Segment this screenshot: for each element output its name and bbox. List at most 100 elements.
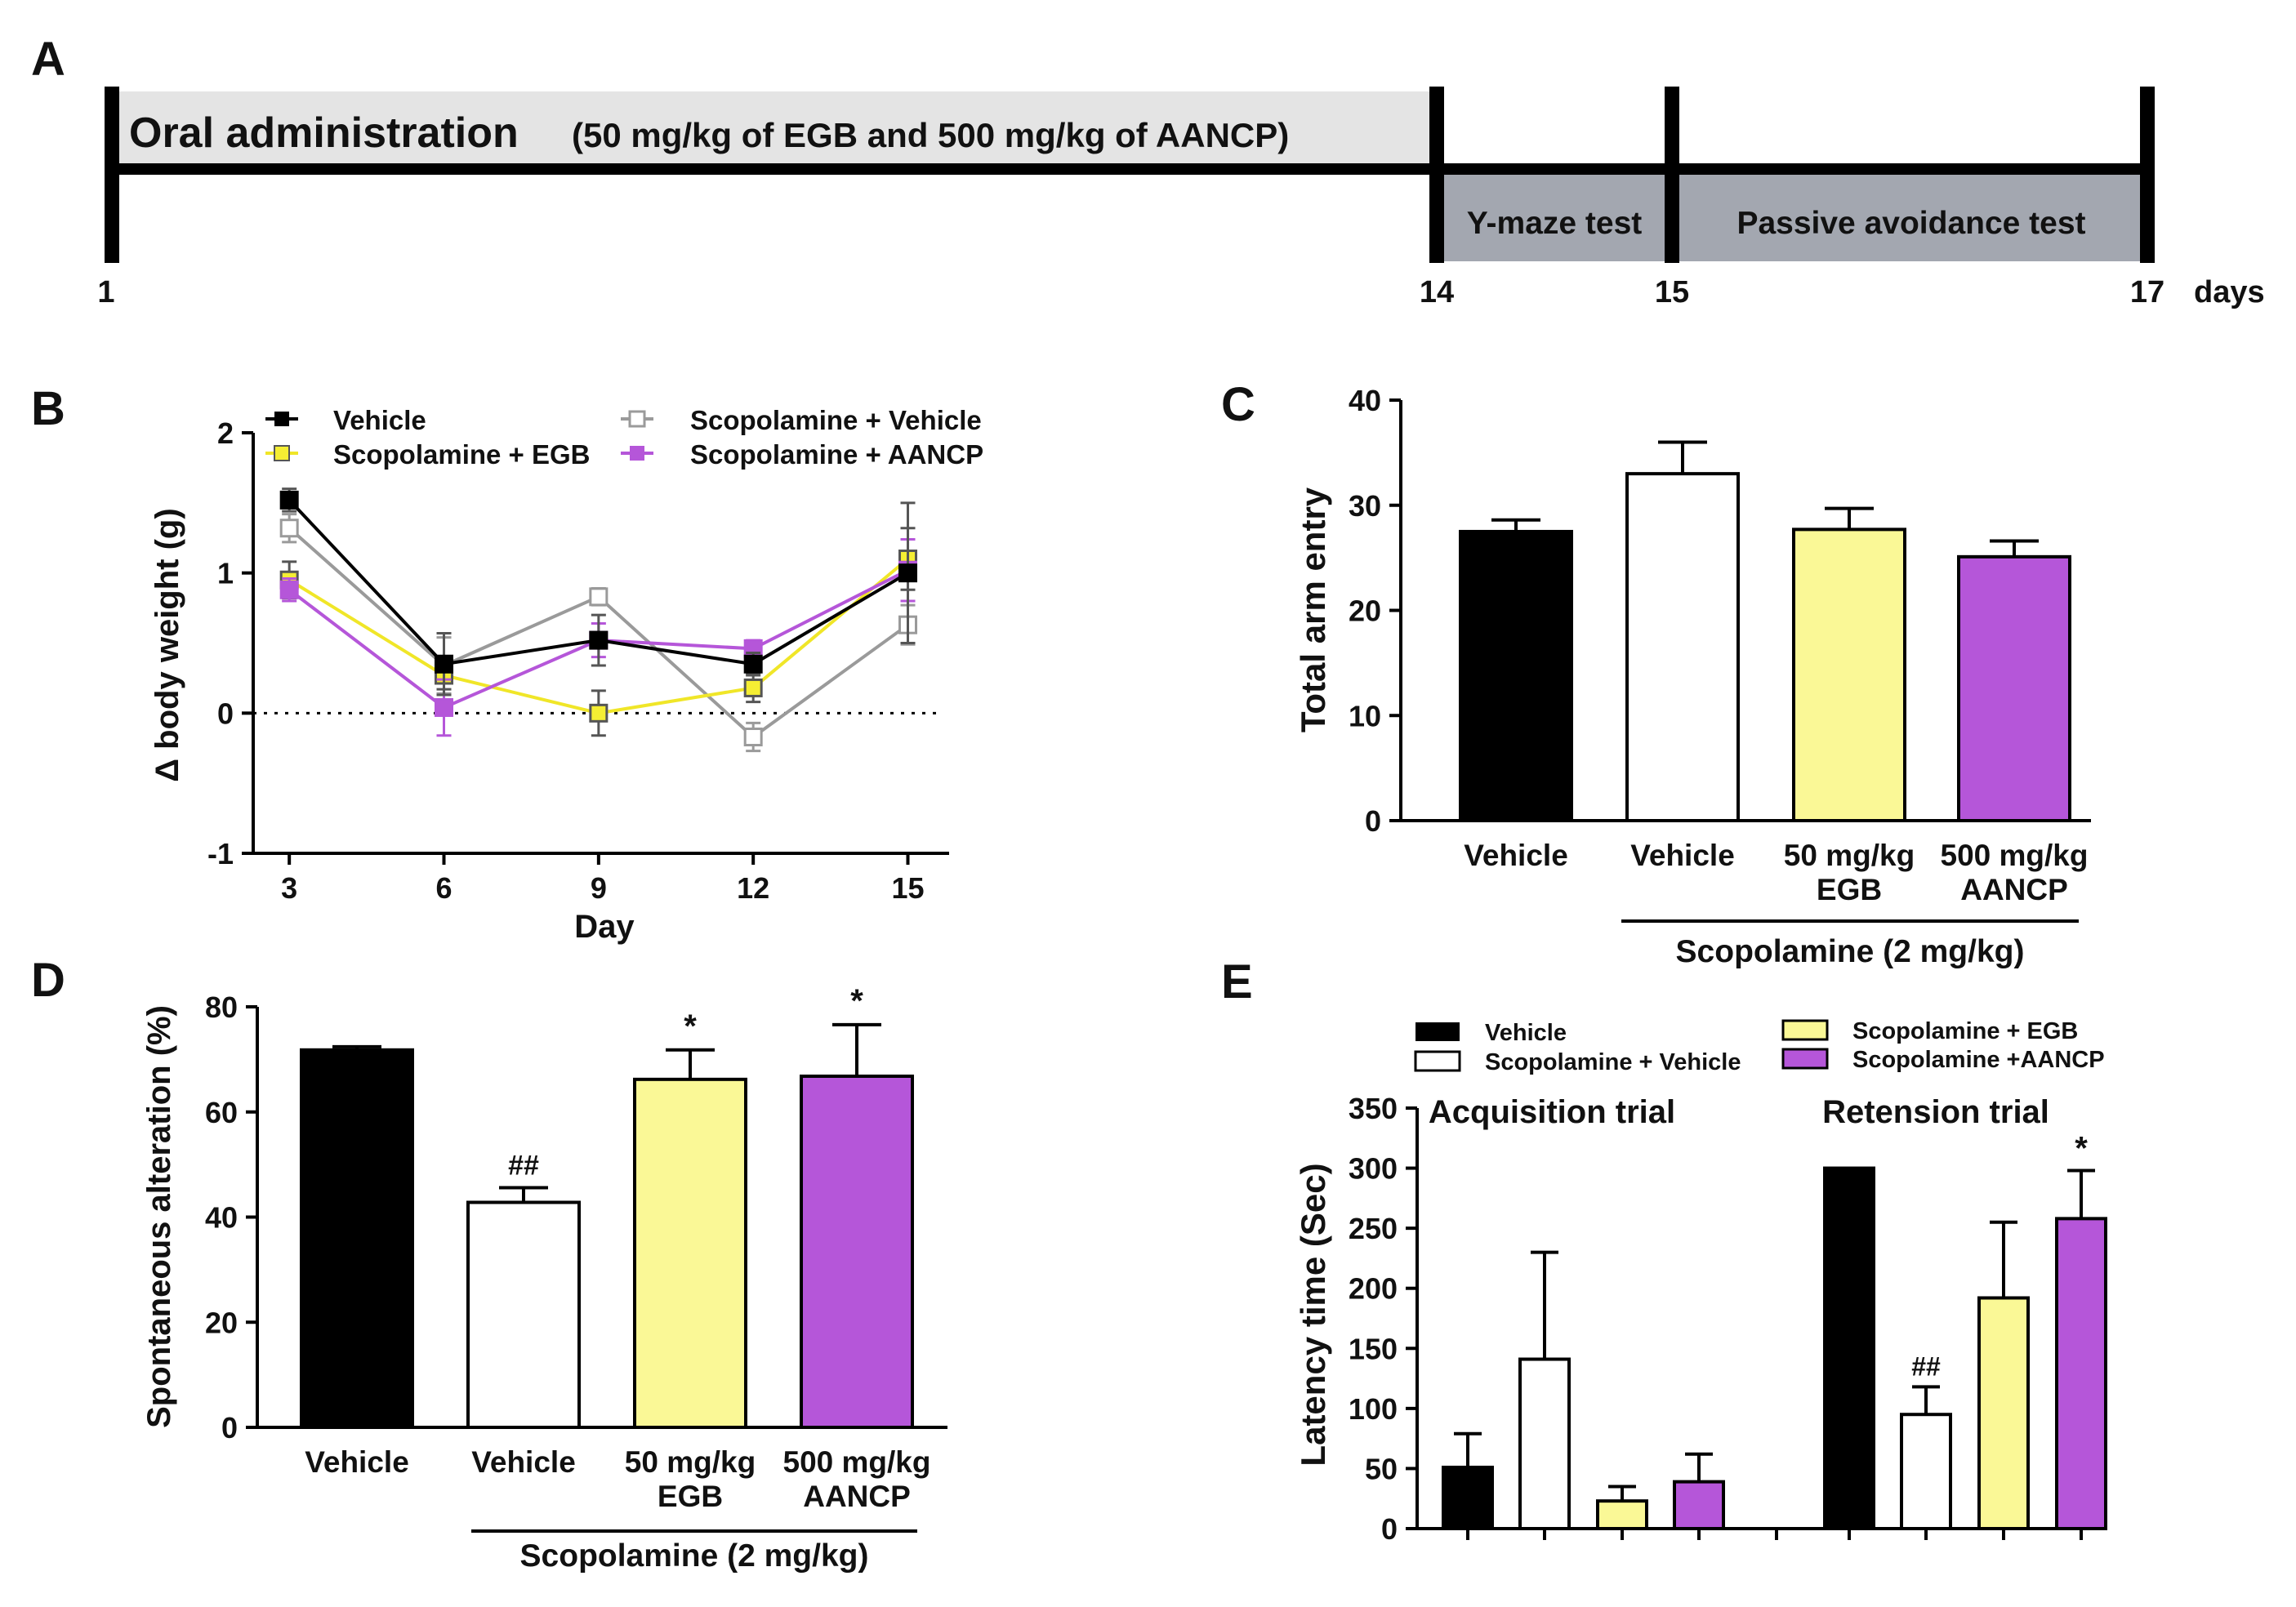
c-category-label: AANCP bbox=[1960, 873, 2068, 906]
e-bar bbox=[1977, 1296, 2030, 1530]
panel-label-a: A bbox=[31, 33, 65, 86]
b-data-point bbox=[435, 697, 454, 717]
c-category-label: 50 mg/kg bbox=[1784, 839, 1915, 872]
panel-label-b: B bbox=[31, 382, 65, 435]
passive-label: Passive avoidance test bbox=[1736, 206, 2085, 241]
day-label-1: 1 bbox=[97, 275, 114, 309]
e-y-tick-label: 250 bbox=[1349, 1212, 1398, 1245]
e-legend-swatch-aancp bbox=[1781, 1048, 1829, 1070]
day-label-14: 14 bbox=[1420, 275, 1454, 309]
e-group-title-retension: Retension trial bbox=[1822, 1094, 2049, 1130]
b-data-point bbox=[589, 630, 609, 650]
d-category-label: 500 mg/kg bbox=[783, 1445, 931, 1479]
b-x-tick-label: 12 bbox=[737, 871, 769, 905]
days-label: days bbox=[2194, 275, 2265, 309]
timeline-axis bbox=[106, 163, 2153, 175]
d-category-label: Vehicle bbox=[471, 1445, 576, 1479]
e-bar bbox=[1900, 1413, 1952, 1530]
d-bar bbox=[633, 1077, 747, 1430]
e-y-tick-label: 200 bbox=[1349, 1272, 1398, 1306]
d-category-label: Vehicle bbox=[305, 1445, 409, 1479]
d-annotation: * bbox=[850, 983, 863, 1019]
timeline-tick-day14 bbox=[1429, 87, 1444, 263]
e-y-tick-label: 300 bbox=[1349, 1152, 1398, 1186]
b-data-point bbox=[589, 703, 609, 723]
c-y-tick-label: 10 bbox=[1349, 699, 1381, 732]
b-data-point bbox=[743, 654, 763, 674]
e-bar bbox=[1596, 1499, 1648, 1530]
c-y-label: Total arm entry bbox=[1294, 487, 1332, 732]
c-bar bbox=[1957, 554, 2071, 823]
e-bar bbox=[1518, 1357, 1571, 1530]
ymaze-label: Y-maze test bbox=[1467, 206, 1643, 241]
c-category-label: Vehicle bbox=[1464, 839, 1568, 872]
d-y-tick-label: 80 bbox=[205, 990, 238, 1024]
b-legend: Vehicle Scopolamine + EGB Scopolamine + … bbox=[265, 405, 983, 470]
timeline-tick-day15 bbox=[1665, 87, 1679, 263]
b-legend-label-aancp: Scopolamine + AANCP bbox=[690, 439, 983, 470]
b-x-tick-label: 15 bbox=[891, 871, 924, 905]
e-legend: Vehicle Scopolamine + Vehicle Scopolamin… bbox=[1414, 1018, 2105, 1075]
e-y-tick-label: 50 bbox=[1365, 1452, 1398, 1485]
timeline-tick-day17 bbox=[2140, 87, 2155, 263]
c-group-label: Scopolamine (2 mg/kg) bbox=[1676, 934, 2025, 969]
e-bar bbox=[1673, 1480, 1725, 1530]
b-x-label: Day bbox=[574, 909, 635, 945]
b-x-tick-label: 9 bbox=[591, 871, 607, 905]
b-y-tick-label: 2 bbox=[217, 416, 234, 450]
b-legend-label-scopveh: Scopolamine + Vehicle bbox=[690, 405, 982, 435]
e-y-tick-label: 150 bbox=[1349, 1332, 1398, 1365]
c-category-label: EGB bbox=[1817, 873, 1882, 906]
e-annotation: * bbox=[2075, 1131, 2088, 1167]
panel-c: C Total arm entry Scopolamine (2 mg/kg) … bbox=[1221, 378, 2091, 969]
c-y-tick-label: 40 bbox=[1349, 384, 1381, 417]
b-data-point bbox=[743, 678, 763, 697]
b-legend-label-vehicle: Vehicle bbox=[333, 405, 426, 435]
b-data-point bbox=[589, 587, 609, 607]
panel-d: D Spontaneous alteration (%) Scopolamine… bbox=[31, 954, 947, 1574]
b-legend-marker-egb bbox=[274, 445, 290, 461]
b-legend-label-egb: Scopolamine + EGB bbox=[333, 439, 591, 470]
b-data-point bbox=[898, 563, 918, 583]
d-y-tick-label: 20 bbox=[205, 1306, 238, 1339]
b-y-label: Δ body weight (g) bbox=[149, 508, 185, 781]
e-bar bbox=[2055, 1217, 2107, 1531]
e-legend-label-aancp: Scopolamine +AANCP bbox=[1852, 1047, 2105, 1073]
e-legend-swatch-scopveh bbox=[1414, 1050, 1461, 1072]
e-legend-label-vehicle: Vehicle bbox=[1485, 1020, 1567, 1046]
d-group-label: Scopolamine (2 mg/kg) bbox=[520, 1538, 869, 1574]
d-y-tick-label: 40 bbox=[205, 1201, 238, 1235]
b-data-point bbox=[279, 519, 299, 538]
b-data-point bbox=[279, 580, 299, 599]
c-y-tick-label: 0 bbox=[1365, 804, 1381, 838]
panel-label-e: E bbox=[1221, 955, 1253, 1008]
timeline-tick-day1 bbox=[105, 87, 119, 263]
c-category-label: 500 mg/kg bbox=[1941, 839, 2089, 872]
c-y-tick-label: 20 bbox=[1349, 594, 1381, 628]
oral-detail: (50 mg/kg of EGB and 500 mg/kg of AANCP) bbox=[572, 116, 1289, 154]
panel-a: A Oral administration (50 mg/kg of EGB a… bbox=[31, 33, 2265, 309]
b-data-point bbox=[435, 654, 454, 674]
b-data-point bbox=[743, 728, 763, 747]
e-y-label: Latency time (Sec) bbox=[1294, 1163, 1332, 1466]
b-legend-marker-scopveh bbox=[628, 410, 646, 428]
d-y-label: Spontaneous alteration (%) bbox=[141, 1005, 177, 1428]
panel-label-d: D bbox=[31, 954, 65, 1007]
e-bar bbox=[1442, 1465, 1494, 1531]
c-category-label: Vehicle bbox=[1630, 839, 1735, 872]
d-bar bbox=[300, 1048, 414, 1429]
d-category-label: 50 mg/kg bbox=[625, 1445, 756, 1479]
e-bar bbox=[1823, 1166, 1875, 1530]
d-y-tick-label: 60 bbox=[205, 1096, 238, 1129]
d-y-tick-label: 0 bbox=[221, 1411, 238, 1445]
b-y-tick-label: 0 bbox=[217, 697, 234, 730]
c-bar bbox=[1625, 472, 1740, 822]
day-label-17: 17 bbox=[2130, 275, 2164, 309]
c-y-tick-label: 30 bbox=[1349, 489, 1381, 523]
b-y-tick-label: -1 bbox=[207, 837, 234, 870]
d-bar bbox=[800, 1074, 914, 1429]
passive-avoidance-bar bbox=[1672, 173, 2147, 261]
oral-title: Oral administration bbox=[129, 109, 519, 157]
b-y-tick-label: 1 bbox=[217, 557, 234, 590]
